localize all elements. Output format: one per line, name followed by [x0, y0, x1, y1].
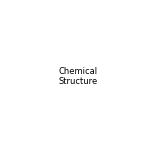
Text: Chemical
Structure: Chemical Structure: [58, 67, 98, 86]
